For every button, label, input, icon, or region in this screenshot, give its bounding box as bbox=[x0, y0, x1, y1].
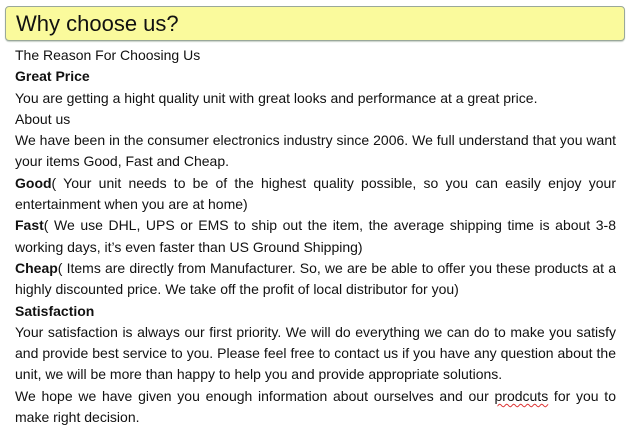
intro-text: The Reason For Choosing Us bbox=[15, 47, 201, 63]
closing-text-start: We hope we have given you enough informa… bbox=[15, 387, 495, 404]
cheap-text: ( Items are directly from Manufacturer. … bbox=[15, 259, 616, 298]
satisfaction-heading: Satisfaction bbox=[15, 302, 95, 319]
fast-text: ( We use DHL, UPS or EMS to ship out the… bbox=[15, 217, 616, 255]
section-title: Why choose us? bbox=[16, 11, 179, 36]
section-header: Why choose us? bbox=[5, 6, 625, 41]
fast-paragraph: Fast( We use DHL, UPS or EMS to ship out… bbox=[15, 215, 616, 258]
cheap-label: Cheap bbox=[15, 259, 58, 276]
good-text: ( Your unit needs to be of the highest q… bbox=[15, 174, 616, 213]
great-price-heading: Great Price bbox=[15, 68, 90, 85]
good-label: Good bbox=[15, 174, 52, 191]
satisfaction-text: Your satisfaction is always our first pr… bbox=[15, 323, 616, 383]
about-text: We have been in the consumer electronics… bbox=[15, 132, 616, 170]
good-paragraph: Good( Your unit needs to be of the highe… bbox=[15, 173, 616, 216]
great-price-text: You are getting a hight quality unit wit… bbox=[15, 89, 538, 106]
closing-paragraph: We hope we have given you enough informa… bbox=[15, 386, 616, 428]
fast-label: Fast bbox=[15, 217, 44, 234]
content-body: The Reason For Choosing Us Great Price Y… bbox=[15, 45, 616, 428]
misspelled-word: prodcuts bbox=[494, 387, 549, 404]
about-heading: About us bbox=[15, 110, 71, 127]
closing-text-end: for you to make right decision. bbox=[15, 387, 616, 426]
cheap-paragraph: Cheap( Items are directly from Manufactu… bbox=[15, 258, 616, 301]
